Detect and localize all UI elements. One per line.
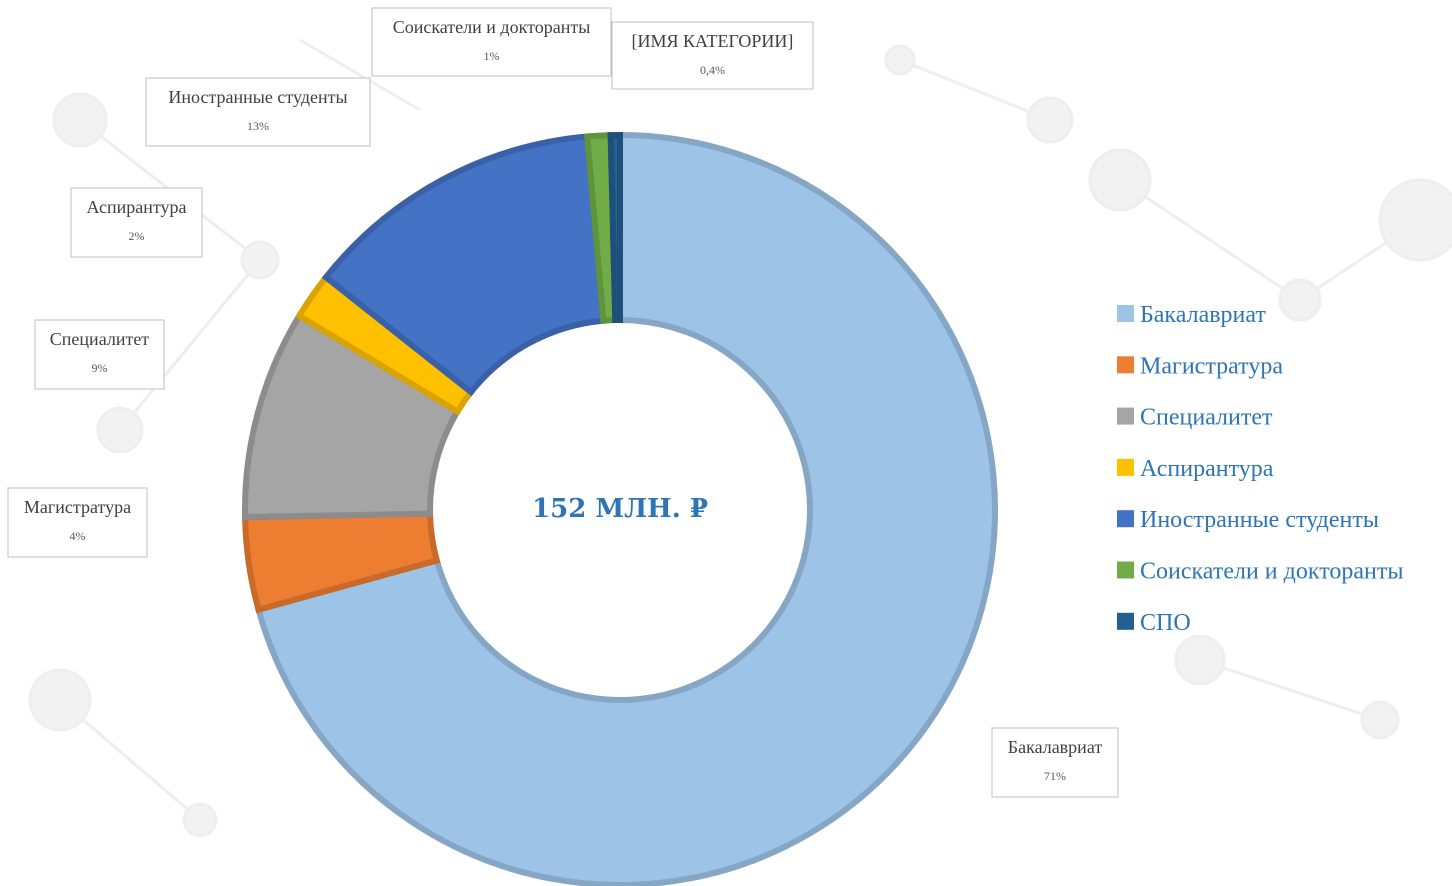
- center-label: 152 МЛН. ₽: [532, 494, 708, 524]
- legend-swatch: [1117, 407, 1134, 425]
- data-label-category: Иностранные студенты: [168, 87, 347, 107]
- data-label-category: Аспирантура: [86, 197, 186, 217]
- legend-label: Магистратура: [1140, 353, 1283, 379]
- data-label-value: 1%: [484, 49, 500, 63]
- data-label-value: 0,4%: [700, 63, 725, 77]
- legend: Бакалавриат Магистратура Специалитет Аспира…: [1117, 302, 1403, 636]
- slice: [321, 133, 607, 397]
- legend-swatch: [1117, 356, 1134, 374]
- donut: [242, 131, 998, 886]
- slice: [254, 131, 998, 886]
- data-label-value: 9%: [92, 361, 108, 375]
- data-label-box: [611, 21, 814, 90]
- legend-swatch: [1117, 510, 1134, 528]
- data-label-category: Специалитет: [50, 329, 150, 349]
- legend-swatch: [1117, 561, 1134, 579]
- background-network: [28, 38, 1452, 838]
- data-label-box: [991, 727, 1119, 798]
- data-label-category: [ИМЯ КАТЕГОРИИ]: [632, 31, 794, 51]
- data-label-box: [371, 7, 612, 77]
- legend-label: Соискатели и докторанты: [1140, 559, 1403, 585]
- legend-label: Иностранные студенты: [1140, 507, 1379, 533]
- legend-label: Аспирантура: [1140, 456, 1274, 482]
- data-label-box: [34, 319, 165, 390]
- data-label-box: [70, 187, 203, 258]
- legend-swatch: [1117, 458, 1134, 476]
- legend-swatch: [1117, 305, 1134, 322]
- data-label-category: Магистратура: [24, 497, 131, 517]
- legend-label: СПО: [1140, 610, 1191, 636]
- data-label-value: 71%: [1044, 769, 1066, 783]
- data-label-category: Соискатели и докторанты: [393, 17, 591, 37]
- data-label-category: Бакалавриат: [1008, 737, 1103, 757]
- slice: [607, 131, 623, 324]
- data-label-value: 13%: [247, 119, 269, 133]
- legend-label: Бакалавриат: [1140, 302, 1266, 328]
- legend-swatch: [1117, 612, 1134, 630]
- data-label-value: 2%: [129, 229, 145, 243]
- data-labels: Бакалавриат 71% Магистратура 4% Специалитет 9…: [7, 7, 1119, 798]
- data-label-box: [7, 487, 148, 558]
- data-label-value: 4%: [70, 529, 86, 543]
- legend-label: Специалитет: [1140, 405, 1273, 431]
- data-label-box: [145, 77, 371, 147]
